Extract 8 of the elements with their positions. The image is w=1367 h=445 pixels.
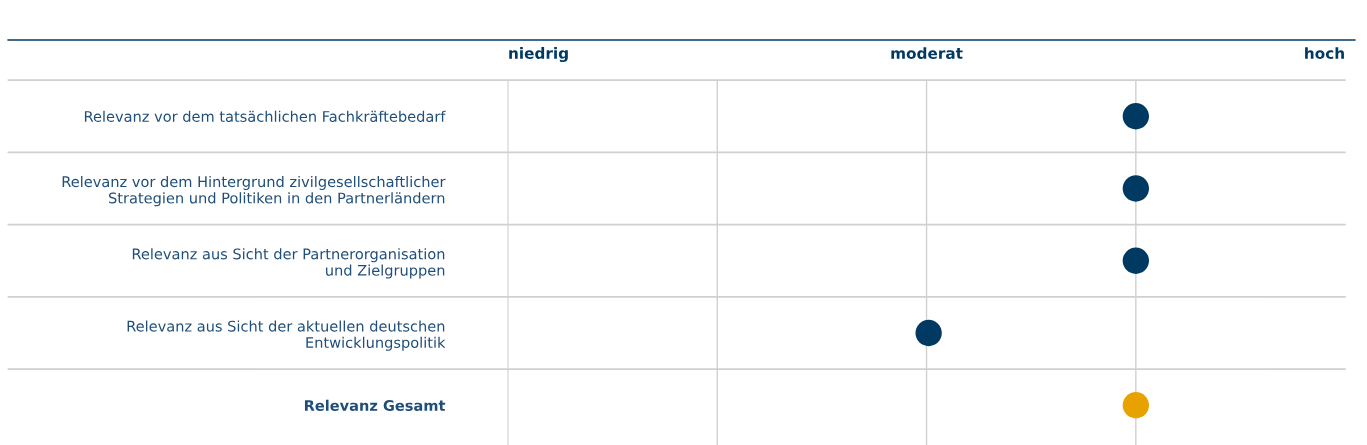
y-tick-label: Relevanz aus Sicht der aktuellen deutschen Entwicklungspolitik xyxy=(127,320,446,351)
y-tick-label: Relevanz vor dem Hintergrund zivilgesellschaftlicher Strategien und Politiken in den Partnerländern xyxy=(62,175,446,207)
y-tick-label: Relevanz vor dem tatsächlichen Fachkräftebedarf xyxy=(84,110,446,122)
y-tick-label: Relevanz Gesamt xyxy=(304,399,446,412)
text: moderat xyxy=(891,47,963,59)
text: hoch xyxy=(1305,47,1344,59)
text: niedrig xyxy=(509,47,568,63)
y-tick-label: Relevanz aus Sicht der Partnerorganisation und Zielgruppen xyxy=(132,248,445,279)
